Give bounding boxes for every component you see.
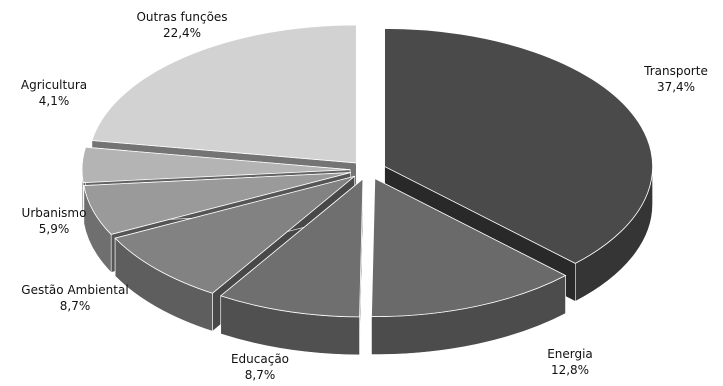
slice-label-name: Educação [230, 352, 290, 366]
slice-label-value: 12,8% [550, 362, 590, 377]
slice-label-value: 8,7% [244, 367, 276, 382]
slice-label-value: 22,4% [162, 25, 202, 40]
slice-label-name: Agricultura [20, 78, 88, 92]
slice-label-name: Energia [547, 347, 593, 361]
slice-label-value: 8,7% [59, 298, 91, 313]
slice-label-energia: Energia 12,8% [520, 347, 620, 378]
slice-label-gestao-ambiental: Gestão Ambiental 8,7% [0, 283, 150, 314]
slice-label-value: 4,1% [38, 93, 70, 108]
slice-label-value: 37,4% [656, 79, 696, 94]
slice-label-transporte: Transporte 37,4% [630, 64, 722, 95]
pie-slice-energia [371, 177, 567, 355]
slice-label-value: 5,9% [38, 221, 70, 236]
slice-label-name: Urbanismo [21, 206, 87, 220]
slice-label-educacao: Educação 8,7% [200, 352, 320, 383]
slice-label-name: Gestão Ambiental [21, 283, 129, 297]
slice-label-name: Transporte [644, 64, 708, 78]
slice-label-urbanismo: Urbanismo 5,9% [4, 206, 104, 237]
slice-label-name: Outras funções [136, 10, 228, 24]
slice-label-agricultura: Agricultura 4,1% [4, 78, 104, 109]
pie-slice-educacao [219, 178, 364, 356]
slice-label-outras-funcoes: Outras funções 22,4% [122, 10, 242, 41]
